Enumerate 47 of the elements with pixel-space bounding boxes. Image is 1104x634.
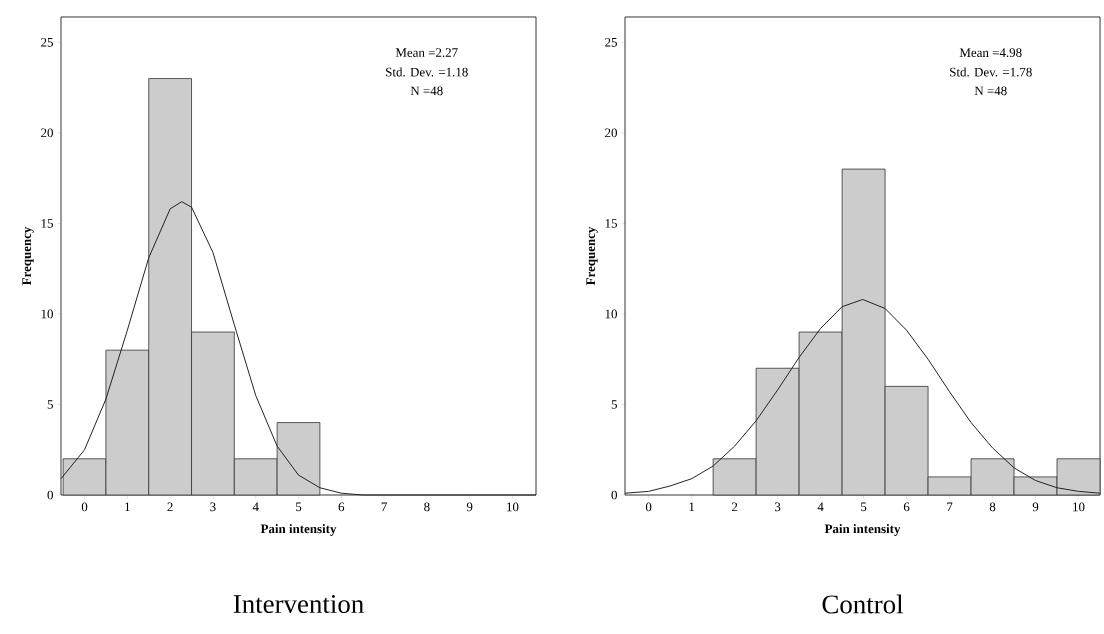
x-tick-label: 3 — [210, 502, 216, 512]
y-tick-label: 20 — [41, 128, 53, 138]
y-tick-label: 5 — [47, 400, 53, 409]
annotation: N =48 — [410, 86, 443, 96]
x-tick-label: 6 — [338, 502, 345, 512]
y-tick-label: 10 — [605, 309, 617, 319]
x-tick-label: 4 — [252, 502, 259, 512]
x-tick-label: 8 — [424, 502, 430, 512]
y-tick-label: 25 — [605, 37, 617, 47]
annotation: Std. Dev. =1.78 — [950, 67, 1032, 77]
annotation: Std. Dev. =1.18 — [386, 67, 468, 77]
y-tick-label: 15 — [41, 219, 53, 228]
y-tick-label: 20 — [605, 128, 617, 138]
x-tick-label: 2 — [731, 502, 738, 512]
annotation: N =48 — [974, 86, 1007, 96]
x-tick-label: 9 — [466, 502, 473, 512]
y-tick-label: 10 — [41, 309, 53, 319]
x-tick-label: 10 — [1073, 502, 1085, 512]
y-tick-label: 0 — [47, 490, 53, 500]
y-axis-title: Frequency — [22, 226, 34, 286]
x-tick-label: 6 — [903, 502, 910, 512]
x-tick-label: 1 — [689, 502, 695, 512]
x-tick-label: 0 — [81, 502, 88, 512]
x-tick-label: 8 — [989, 502, 996, 512]
text: Control — [822, 594, 904, 614]
x-tick-label: 9 — [1032, 502, 1039, 512]
annotation: Mean =4.98 — [959, 48, 1022, 58]
x-tick-label: 7 — [381, 502, 387, 511]
x-tick-label: 5 — [861, 502, 867, 512]
x-tick-label: 5 — [296, 502, 302, 512]
x-tick-label: 4 — [817, 502, 824, 512]
text: Intervention — [233, 594, 364, 614]
x-axis-title: Pain intensity — [260, 524, 337, 536]
line-series — [624, 298, 1101, 494]
x-tick-label: 1 — [125, 502, 130, 512]
x-tick-label: 0 — [645, 502, 652, 512]
x-tick-label: 7 — [947, 502, 953, 511]
y-axis-title: Frequency — [586, 226, 598, 286]
x-axis-title: Pain intensity — [824, 524, 901, 536]
y-tick-label: 15 — [605, 219, 617, 228]
x-tick-label: 3 — [775, 502, 781, 512]
y-tick-label: 0 — [611, 490, 617, 500]
x-tick-label: 2 — [167, 502, 173, 512]
y-tick-label: 25 — [41, 37, 53, 47]
x-tick-label: 10 — [507, 502, 519, 512]
y-tick-label: 5 — [611, 400, 617, 409]
annotation: Mean =2.27 — [395, 48, 458, 58]
